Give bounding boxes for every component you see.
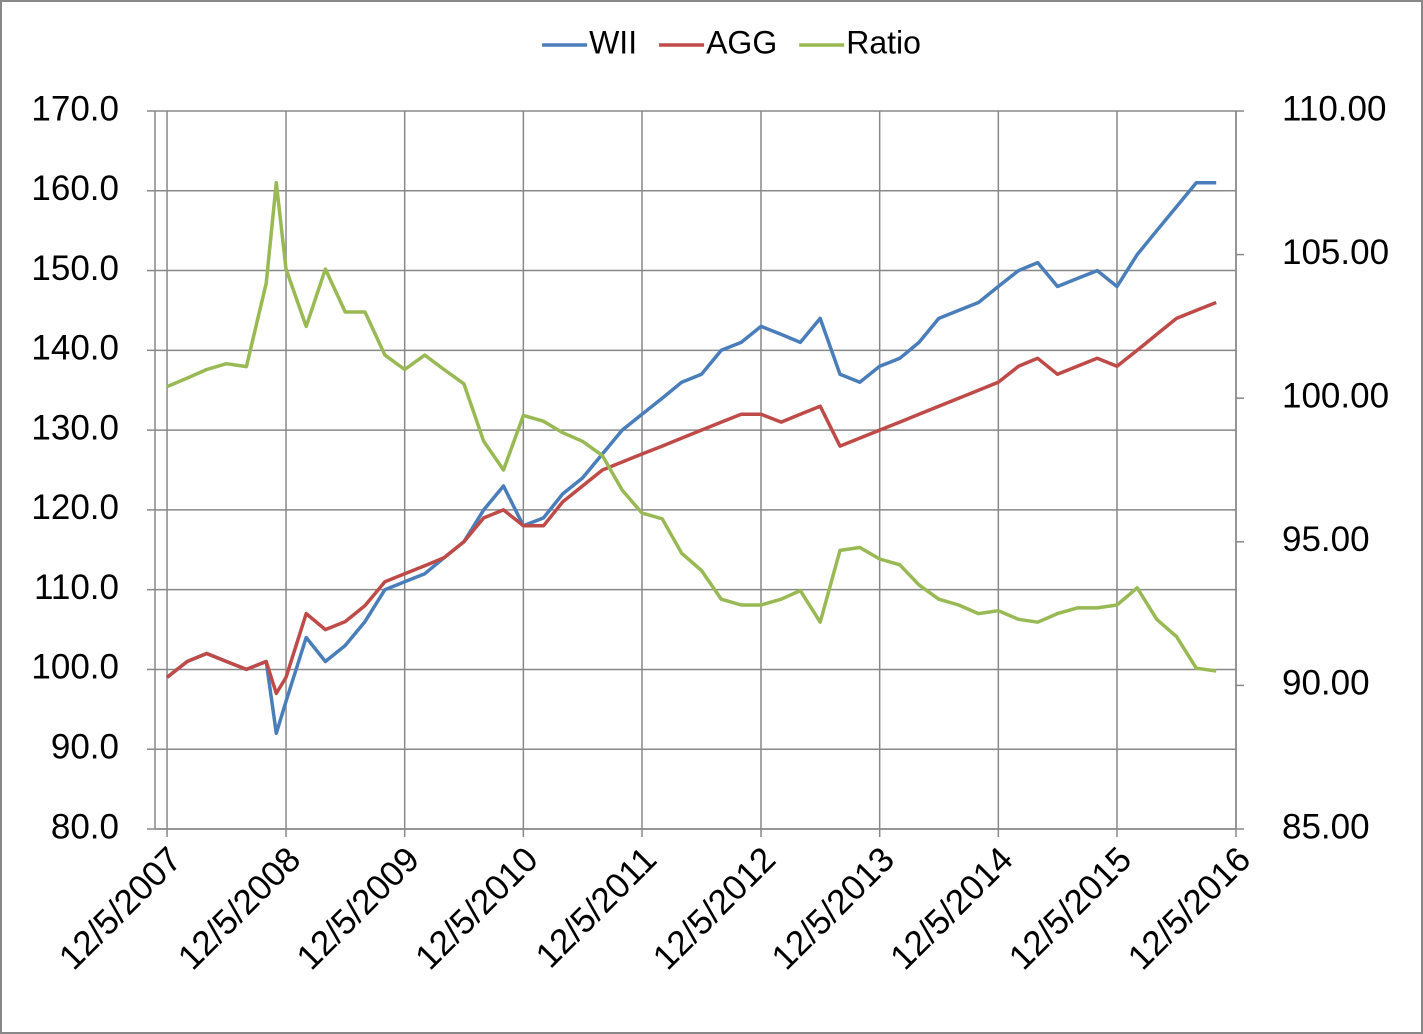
y-tick-label: 160.0 [31, 169, 119, 208]
y-tick-label: 100.0 [31, 648, 119, 687]
y2-tick-label: 105.00 [1282, 233, 1389, 272]
y-tick-label: 90.0 [51, 727, 119, 766]
y-tick-label: 130.0 [31, 408, 119, 447]
series-line [165, 300, 1217, 696]
y-tick-label: 120.0 [31, 488, 119, 527]
y-tick-label: 110.0 [34, 568, 119, 607]
series-line [165, 181, 1217, 736]
legend-label: AGG [706, 24, 777, 60]
y2-tick-label: 110.00 [1282, 89, 1386, 128]
y-tick-label: 170.0 [31, 89, 119, 128]
y2-tick-label: 100.00 [1282, 376, 1389, 415]
y-tick-label: 150.0 [31, 249, 119, 288]
y2-tick-label: 85.00 [1282, 807, 1370, 846]
series-line [166, 181, 1217, 673]
legend-label: WII [589, 24, 637, 60]
y2-tick-label: 95.00 [1282, 520, 1370, 559]
y2-tick-label: 90.00 [1282, 664, 1370, 703]
legend: WII AGG Ratio [542, 24, 921, 60]
y-tick-label: 140.0 [31, 329, 119, 368]
legend-label: Ratio [846, 24, 921, 60]
y-tick-label: 80.0 [51, 807, 119, 846]
